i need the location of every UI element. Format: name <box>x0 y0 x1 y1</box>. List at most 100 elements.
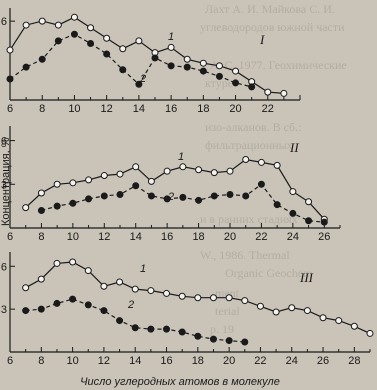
panel-3-series-2-point-3 <box>69 295 77 303</box>
panel-1-series-1-point-14 <box>232 67 240 75</box>
panel-3-series-1-point-2 <box>53 259 61 267</box>
background-text-12: р. 19 <box>210 322 234 336</box>
panel-2-series-2-point-8 <box>163 195 171 203</box>
panel-2-series-1-point-1 <box>37 189 45 197</box>
panel-3-series-2-label: 2 <box>127 299 134 311</box>
panel-2-series-1-point-8 <box>147 177 155 185</box>
background-text-5: изо-алканов. В сб.: <box>205 120 302 134</box>
panel-1-x-tick-label-14: 14 <box>133 103 145 115</box>
panel-1-x-tick-label-18: 18 <box>197 103 209 115</box>
panel-1-series-2-point-11 <box>183 63 191 71</box>
panel-1-series-2-point-6 <box>103 50 111 58</box>
panel-2-series-1-point-6 <box>116 170 124 178</box>
panel-3-series-1-point-5 <box>100 282 108 290</box>
panel-3-x-tick-label-8: 8 <box>38 355 44 367</box>
panel-2-series-1-point-16 <box>273 161 281 169</box>
panel-2-x-tick-label-6: 6 <box>7 231 13 243</box>
background-text-8: W., 1986. Thermal <box>200 248 290 262</box>
panel-1-x-tick-label-12: 12 <box>101 103 113 115</box>
panel-2-series-1-point-4 <box>85 176 93 184</box>
panel-3-series-1-point-8 <box>147 287 155 295</box>
panel-3-x-tick-label-12: 12 <box>98 355 110 367</box>
panel-3-series-1-point-0 <box>22 284 30 292</box>
panel-2-series-2-point-14 <box>257 180 265 188</box>
panel-1-series-2-label: 2 <box>139 73 146 85</box>
panel-1-series-2-point-12 <box>199 67 207 75</box>
panel-2-series-2-point-1 <box>53 202 61 210</box>
panel-2-series-1-point-5 <box>100 172 108 180</box>
panel-2-x-tick-label-18: 18 <box>192 231 204 243</box>
panel-3-series-1-point-15 <box>256 302 264 310</box>
panel-1-series-2-point-8 <box>135 80 143 88</box>
background-text-2: углеводородов южной части <box>200 20 345 34</box>
panel-2-series-1-point-3 <box>69 179 77 187</box>
panel-3-x-tick-label-10: 10 <box>66 355 78 367</box>
panel-3-series-2-point-13 <box>225 337 233 345</box>
panel-1-series-2-point-5 <box>87 39 95 47</box>
panel-2-ylabel: Концентрация, % <box>0 137 12 226</box>
panel-1-series-1-point-1 <box>22 21 30 29</box>
panel-3-x-tick-label-20: 20 <box>223 355 235 367</box>
panel-2-series-2-point-17 <box>305 217 313 225</box>
panel-1-series-1-point-13 <box>215 62 223 70</box>
panel-3-series-1-point-6 <box>116 278 124 286</box>
panel-2-series-2-point-0 <box>37 207 45 215</box>
panel-3-series-2-point-0 <box>22 307 30 315</box>
background-text-9: Organic Geochem <box>225 266 313 280</box>
panel-3-series-2-point-11 <box>194 332 202 340</box>
panel-3-series-2-point-9 <box>163 325 171 333</box>
panel-2-series-1-point-9 <box>163 167 171 175</box>
panel-2-series-2-point-5 <box>116 190 124 198</box>
panel-3-y-tick-label-3: 3 <box>1 304 7 316</box>
panel-2-series-2-point-9 <box>179 193 187 201</box>
panel-2-x-tick-label-20: 20 <box>224 231 236 243</box>
panel-2-series-2-point-12 <box>226 190 234 198</box>
panel-1-series-1-point-8 <box>135 37 143 45</box>
panel-2-series-1-line <box>25 158 325 220</box>
panel-3-x-tick-label-24: 24 <box>286 355 298 367</box>
background-text-10: ment <box>215 286 239 300</box>
panel-3-x-tick-label-6: 6 <box>7 355 13 367</box>
panel-2-roman-label: II <box>289 140 299 155</box>
panel-1-series-2-point-7 <box>119 66 127 74</box>
panel-1-series-1-point-16 <box>264 88 272 96</box>
panel-1-series-1-point-12 <box>199 59 207 67</box>
panel-1-series-1-point-6 <box>103 34 111 42</box>
panel-2-series-1-point-12 <box>210 169 218 177</box>
panel-1-series-2-point-14 <box>232 79 240 87</box>
panel-1-series-2-point-15 <box>248 83 256 91</box>
panel-1-series-2-point-13 <box>215 72 223 80</box>
panel-3-series-2-point-12 <box>209 335 217 343</box>
panel-3-x-tick-label-28: 28 <box>348 355 360 367</box>
panel-2-series-2-point-4 <box>100 192 108 200</box>
panel-2-series-2-point-11 <box>210 192 218 200</box>
panel-3-series-2-point-2 <box>53 299 61 307</box>
panel-1-series-2-point-0 <box>6 75 14 83</box>
panel-2-series-2-point-2 <box>69 199 77 207</box>
background-text-11: terial <box>215 304 240 318</box>
panel-3-x-tick-label-16: 16 <box>160 355 172 367</box>
panel-2-series-1-point-10 <box>179 163 187 171</box>
panel-3-series-2-point-4 <box>84 301 92 309</box>
panel-3-series-1-point-22 <box>366 329 374 337</box>
panel-2-series-2-point-16 <box>289 209 297 217</box>
panel-3-series-1-point-3 <box>69 258 77 266</box>
panel-2-series-2-point-6 <box>132 182 140 190</box>
panel-3-series-2-point-7 <box>131 324 139 332</box>
panel-2-y-tick-label-6: 6 <box>1 136 7 148</box>
panel-3-series-2-point-5 <box>100 307 108 315</box>
panel-1-x-tick-label-6: 6 <box>7 103 13 115</box>
panel-2-series-1-point-0 <box>22 204 30 212</box>
panel-3-xlabel: Число углеродных атомов в молекуле <box>80 376 280 388</box>
panel-2-series-2-point-18 <box>320 218 328 226</box>
panel-2-x-tick-label-12: 12 <box>98 231 110 243</box>
background-text-1: Лахт А. И. Майкова С. И. <box>205 2 335 16</box>
panel-3-series-1-point-18 <box>303 307 311 315</box>
background-text-7: и в ранних стадиях <box>200 212 298 226</box>
panel-2-series-1-point-2 <box>53 180 61 188</box>
panel-1-series-1-point-17 <box>280 89 288 97</box>
panel-2-x-tick-label-14: 14 <box>130 231 142 243</box>
panel-3-series-1-point-16 <box>272 308 280 316</box>
panel-1-series-1-point-5 <box>87 24 95 32</box>
